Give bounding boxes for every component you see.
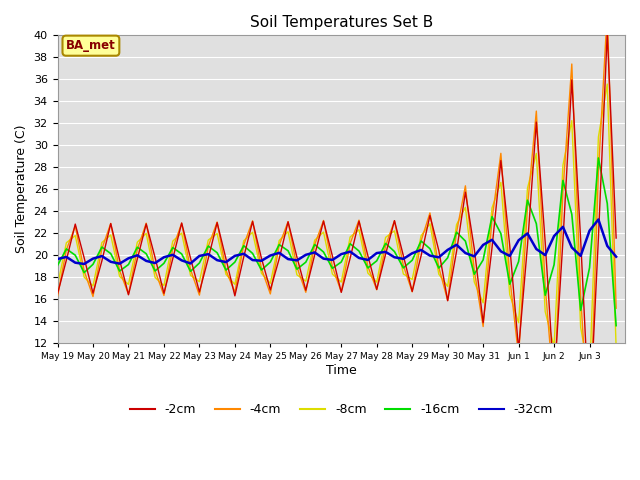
Y-axis label: Soil Temperature (C): Soil Temperature (C): [15, 125, 28, 253]
Legend: -2cm, -4cm, -8cm, -16cm, -32cm: -2cm, -4cm, -8cm, -16cm, -32cm: [125, 398, 558, 421]
Title: Soil Temperatures Set B: Soil Temperatures Set B: [250, 15, 433, 30]
X-axis label: Time: Time: [326, 364, 356, 377]
Text: BA_met: BA_met: [66, 39, 116, 52]
